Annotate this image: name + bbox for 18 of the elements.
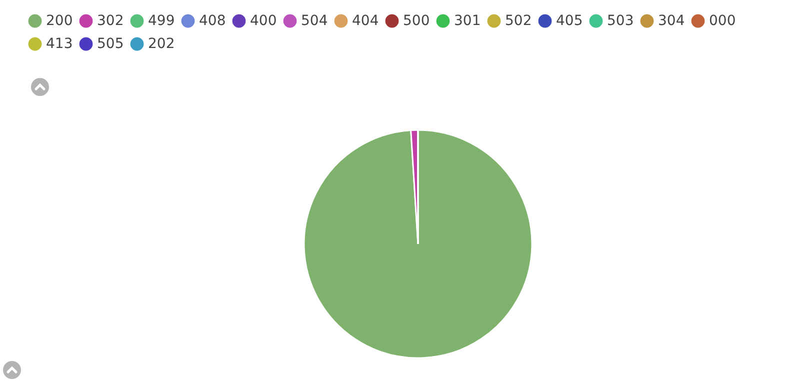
legend-label: 400 <box>250 13 277 29</box>
legend-label: 413 <box>46 36 73 52</box>
legend-label: 500 <box>403 13 430 29</box>
legend-label: 502 <box>505 13 532 29</box>
legend-label: 000 <box>709 13 736 29</box>
legend-label: 405 <box>556 13 583 29</box>
legend-label: 302 <box>97 13 124 29</box>
legend-label: 504 <box>301 13 328 29</box>
legend-label: 304 <box>658 13 685 29</box>
legend-label: 408 <box>199 13 226 29</box>
legend-label: 200 <box>46 13 73 29</box>
legend-label: 404 <box>352 13 379 29</box>
legend-label: 499 <box>148 13 175 29</box>
legend-label: 505 <box>97 36 124 52</box>
legend-label: 202 <box>148 36 175 52</box>
pie-slice <box>303 129 533 359</box>
legend-label: 503 <box>607 13 634 29</box>
legend-label: 301 <box>454 13 481 29</box>
